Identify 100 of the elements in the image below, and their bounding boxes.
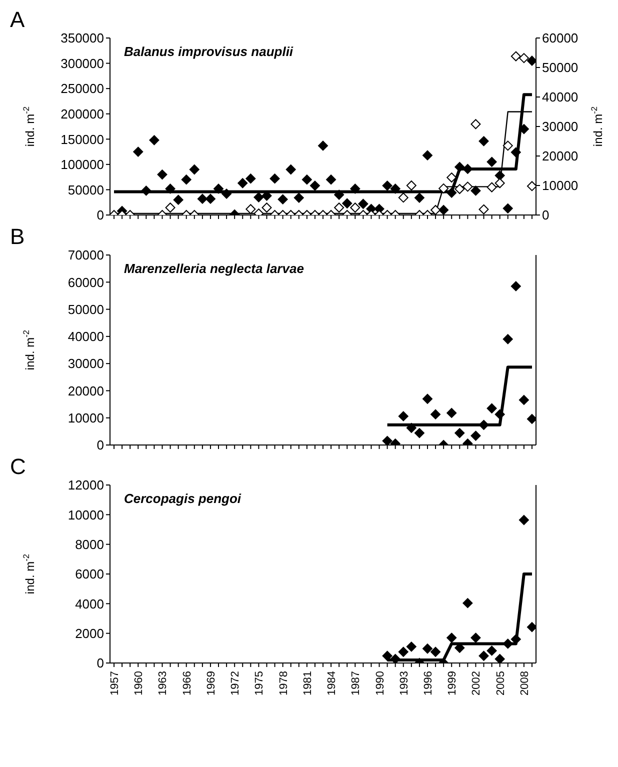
y-tick-label: 12000 [68,478,104,493]
point [246,174,256,184]
y2-tick-label: 10000 [542,178,578,194]
point [502,334,513,344]
point [486,156,497,167]
x-tick-label: 2002 [470,671,483,696]
y-tick-label: 150000 [60,132,104,147]
y-tick-label: 6000 [75,566,104,582]
point [486,646,497,656]
point [406,642,416,652]
point [510,147,521,158]
point [390,184,400,194]
point [390,654,400,663]
point [494,409,505,420]
x-tick-label: 1984 [326,671,338,696]
point [526,622,536,632]
point [478,420,489,430]
point [350,184,360,194]
y-tick-label: 60000 [68,274,104,290]
point [382,180,392,191]
point [358,198,368,209]
y-tick-label: 250000 [60,81,104,96]
point [518,515,529,526]
point [181,174,192,185]
point [502,638,513,649]
x-tick-label: 1981 [302,671,314,696]
point [526,414,536,424]
x-tick-label: 1990 [374,671,386,696]
annotation: Marenzelleria neglecta larvae [124,261,304,276]
y-tick-label: 0 [96,656,104,671]
y2-tick-label: 40000 [542,90,578,105]
point [518,394,529,405]
chart-title: B [10,224,26,249]
y-tick-label: 100000 [60,157,104,172]
x-tick-label: 1975 [254,671,266,696]
point [526,56,536,66]
point [189,164,200,174]
point [438,204,449,215]
y-tick-label: 10000 [68,507,104,522]
point [398,646,408,657]
y-tick-label: 8000 [75,536,104,552]
x-tick-label: 1957 [109,671,122,696]
chart-title: C [10,454,27,479]
point [149,135,160,146]
point [470,430,481,441]
x-tick-label: 1999 [446,671,459,696]
point [318,140,328,151]
point [302,174,312,185]
x-tick-label: 1987 [350,671,362,696]
point [342,198,352,208]
point [197,194,208,204]
point [222,188,232,199]
x-tick-label: 1978 [278,671,290,696]
point [414,192,424,203]
point [205,194,216,204]
point [446,632,457,643]
point [326,174,336,185]
y2-tick-label: 30000 [542,119,578,134]
point [478,136,489,146]
y2-tick-label: 60000 [542,30,578,46]
y-tick-label: 200000 [60,106,104,122]
x-tick-label: 1960 [133,671,146,696]
point [454,162,465,172]
x-tick-label: 1969 [205,671,218,696]
point [294,192,304,203]
point [430,646,441,657]
y-tick-label: 40000 [68,329,104,344]
y-tick-label: 10000 [68,410,104,426]
point [406,422,416,433]
point [470,186,481,196]
y-tick-label: 50000 [68,302,104,317]
point [486,403,497,414]
point [510,281,521,292]
point [141,186,152,196]
point [502,203,513,214]
point [430,409,441,420]
point [422,150,432,160]
point [446,408,457,418]
point [254,192,264,202]
annotation: Balanus improvisus nauplii [124,44,294,59]
point [270,174,280,184]
x-tick-label: 1963 [157,671,170,696]
point [173,194,184,205]
point [422,644,432,654]
y-tick-label: 70000 [68,248,104,263]
y2-tick-label: 20000 [542,148,578,164]
x-tick-label: 1996 [422,671,434,696]
x-tick-label: 1993 [398,671,410,696]
annotation: Cercopagis pengoi [124,491,242,506]
y-tick-label: 0 [96,208,104,223]
y-tick-label: 30000 [68,356,104,372]
point [165,184,176,194]
x-tick-label: 2005 [494,671,507,696]
y-tick-label: 20000 [68,383,104,398]
x-tick-label: 1966 [181,671,194,696]
point [494,170,505,181]
point [382,650,392,661]
point [510,634,521,644]
chart-title: A [10,7,26,32]
point [310,180,320,191]
